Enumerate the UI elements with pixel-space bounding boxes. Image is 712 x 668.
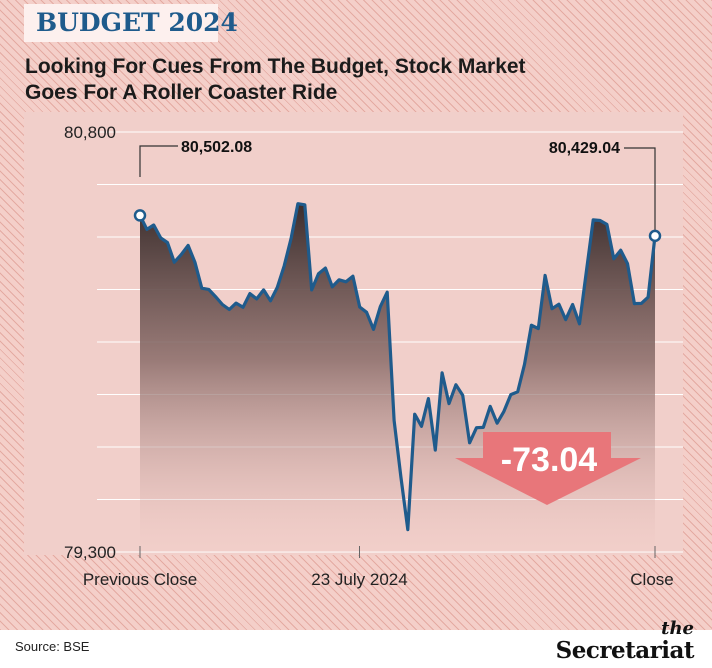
change-arrow — [455, 432, 641, 505]
chart-title: Looking For Cues From The Budget, Stock … — [25, 54, 665, 106]
brand-logo-the: the — [661, 618, 694, 639]
end-value-label: 80,429.04 — [549, 140, 620, 157]
brand-logo: the Secretariat — [555, 618, 695, 664]
change-label: -73.04 — [501, 441, 597, 479]
chart-title-line-2: Goes For A Roller Coaster Ride — [25, 81, 338, 104]
end-point — [648, 229, 662, 243]
stock-chart: 80,800 79,300 Previous Close 23 July 2024 Cl… — [64, 123, 683, 589]
start-point — [133, 209, 147, 222]
x-tick-label: 23 July 2024 — [311, 570, 407, 589]
x-tick-label: Previous Close — [83, 570, 197, 589]
start-leader-line — [139, 145, 178, 177]
price-line — [138, 202, 657, 532]
budget-tag: BUDGET 2024 — [24, 4, 238, 42]
y-tick-label: 80,800 — [64, 123, 116, 142]
x-tick-label: Close — [630, 570, 673, 589]
source-note: Source: BSE — [15, 639, 90, 654]
chart-title-line-1: Looking For Cues From The Budget, Stock … — [25, 55, 526, 78]
y-tick-label: 79,300 — [64, 543, 116, 562]
end-leader-line — [624, 147, 656, 231]
brand-logo-secretariat: Secretariat — [555, 637, 695, 664]
start-value-label: 80,502.08 — [181, 139, 252, 156]
